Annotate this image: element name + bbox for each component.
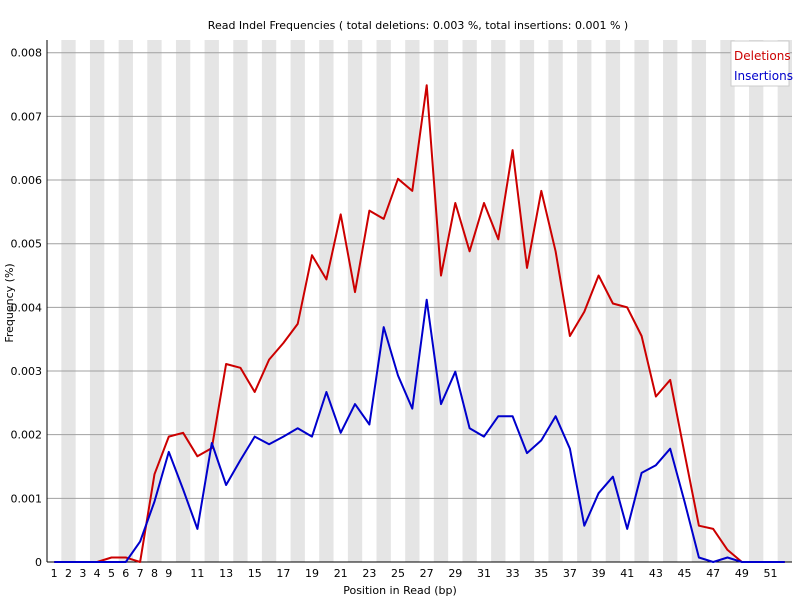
x-tick-label: 37 (563, 567, 577, 580)
x-tick-label: 25 (391, 567, 405, 580)
y-tick-label: 0.003 (11, 365, 43, 378)
y-tick-label: 0.007 (11, 110, 43, 123)
stripe-band (720, 40, 735, 562)
legend-insertions-label: Insertions (734, 69, 793, 83)
stripe-band (376, 40, 391, 562)
x-tick-label: 45 (678, 567, 692, 580)
series-line-deletions (54, 84, 785, 563)
x-tick-label: 13 (219, 567, 233, 580)
x-tick-label: 21 (334, 567, 348, 580)
stripe-band (663, 40, 678, 562)
y-tick-label: 0.004 (11, 301, 43, 314)
x-tick-label: 51 (764, 567, 778, 580)
x-tick-label: 2 (65, 567, 72, 580)
stripe-band (749, 40, 764, 562)
stripe-band (491, 40, 506, 562)
stripe-band (118, 40, 133, 562)
stripe-band (462, 40, 477, 562)
stripe-band (548, 40, 563, 562)
y-axis-label: Frequency (%) (3, 263, 16, 342)
x-tick-label: 6 (122, 567, 129, 580)
series-line-insertions (54, 298, 785, 563)
x-tick-label: 23 (362, 567, 376, 580)
x-tick-label: 4 (94, 567, 101, 580)
x-tick-label: 35 (534, 567, 548, 580)
x-tick-label: 41 (620, 567, 634, 580)
x-tick-label: 9 (165, 567, 172, 580)
stripe-band (319, 40, 334, 562)
y-tick-label: 0.002 (11, 429, 43, 442)
stripe-band (61, 40, 76, 562)
y-tick-label: 0 (35, 556, 42, 569)
x-axis-label: Position in Read (bp) (343, 584, 457, 597)
x-tick-label: 31 (477, 567, 491, 580)
stripe-band (89, 40, 105, 562)
x-tick-label: 8 (151, 567, 158, 580)
x-tick-label: 5 (108, 567, 115, 580)
x-tick-label: 15 (248, 567, 262, 580)
stripe-band (577, 40, 592, 562)
stripe-band (634, 40, 649, 562)
legend-box (730, 40, 790, 87)
stripe-band (347, 40, 363, 562)
x-tick-label: 27 (420, 567, 434, 580)
x-tick-label: 19 (305, 567, 319, 580)
x-tick-label: 11 (190, 567, 204, 580)
stripe-band (175, 40, 191, 562)
x-tick-label: 3 (79, 567, 86, 580)
stripe-band (204, 40, 219, 562)
stripe-band (233, 40, 248, 562)
stripe-band (261, 40, 277, 562)
stripe-band (691, 40, 707, 562)
y-tick-label: 0.001 (11, 492, 43, 505)
plot-area: 0 0.001 0.002 0.003 0.004 0.005 0.006 0.007 0.00… (11, 40, 792, 580)
stripe-band (605, 40, 621, 562)
y-tick-label: 0.005 (11, 238, 43, 251)
stripe-band (147, 40, 162, 562)
y-tick-label: 0.008 (11, 47, 43, 60)
x-tick-label: 49 (735, 567, 749, 580)
x-tick-label: 43 (649, 567, 663, 580)
stripe-band (405, 40, 420, 562)
stripe-band (433, 40, 449, 562)
x-tick-label: 17 (276, 567, 290, 580)
y-tick-label: 0.006 (11, 174, 43, 187)
x-tick-label: 33 (506, 567, 520, 580)
chart-title: Read Indel Frequencies ( total deletions… (208, 19, 628, 32)
legend-deletions-label: Deletions (734, 49, 791, 63)
x-tick-label: 1 (51, 567, 58, 580)
x-tick-label: 39 (592, 567, 606, 580)
stripe-band (519, 40, 535, 562)
x-tick-label: 7 (137, 567, 144, 580)
stripe-band (777, 40, 792, 562)
x-tick-label: 47 (706, 567, 720, 580)
x-tick-label: 29 (448, 567, 462, 580)
legend: Deletions Insertions (730, 40, 793, 87)
